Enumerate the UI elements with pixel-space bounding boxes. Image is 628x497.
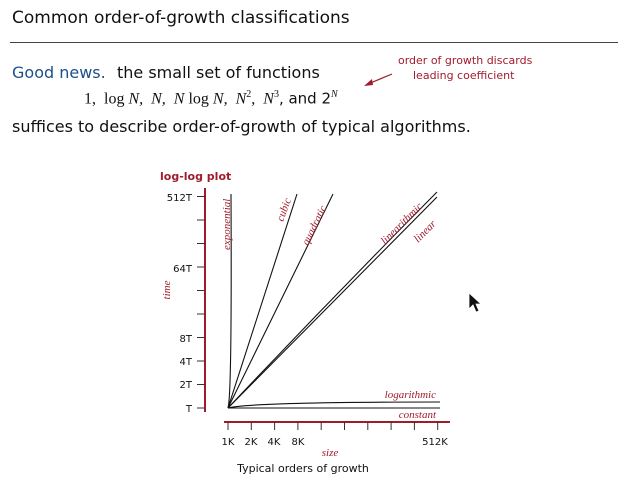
formula-part: log (104, 90, 125, 108)
curve (227, 401, 441, 409)
mouse-cursor (468, 292, 483, 313)
formula: 1, log N, N, N log N, N2, N3, and 2N (84, 89, 338, 108)
y-tick-label: 512T (167, 193, 193, 204)
curve (227, 191, 438, 409)
formula-part: N (263, 90, 274, 108)
formula-part: N, (151, 90, 166, 108)
formula-part: 1, (84, 90, 96, 108)
formula-part: , and 2 (278, 89, 332, 108)
arrow-head (364, 79, 373, 86)
y-tick-label: 2T (180, 380, 193, 391)
x-tick-label: 2K (245, 437, 258, 448)
formula-part: 3 (273, 89, 279, 100)
curve-label: linear (412, 218, 440, 246)
curve-label: exponential (221, 199, 233, 250)
annotation: order of growth discards (398, 54, 533, 67)
x-tick-label: 512K (422, 437, 448, 448)
curve (227, 193, 334, 409)
formula-part: N (331, 89, 338, 100)
y-tick-label: T (185, 404, 193, 415)
formula-part: N (235, 90, 247, 108)
x-label: size (322, 447, 339, 459)
caption: Typical orders of growth (236, 462, 369, 475)
curve-label: cubic (275, 196, 294, 223)
curve-label: logarithmic (385, 389, 436, 401)
formula-part: N (173, 90, 185, 108)
annotation: leading coefficient (413, 69, 515, 82)
formula-part: 2 (246, 89, 252, 100)
y-tick-label: 8T (180, 334, 193, 345)
slide-title: Common order-of-growth classifications (12, 8, 350, 28)
y-tick-label: 4T (180, 357, 193, 368)
y-tick-label: 64T (173, 264, 193, 275)
x-tick-label: 4K (268, 437, 281, 448)
formula-part: , (251, 90, 256, 108)
x-tick-label: 1K (222, 437, 235, 448)
plot-title: log-log plot (160, 170, 231, 183)
formula-part: log (188, 90, 209, 108)
curve (227, 193, 298, 409)
formula-part: N, (128, 90, 144, 108)
title-rule (10, 42, 618, 43)
curve (227, 193, 232, 409)
lead: Good news. (12, 63, 106, 82)
curve-label: constant (399, 409, 437, 421)
text-line: suffices to describe order-of-growth of … (12, 117, 471, 136)
formula-part: N, (212, 90, 228, 108)
y-label: time (161, 280, 173, 299)
curve (227, 196, 438, 409)
text-line: the small set of functions (117, 63, 320, 82)
x-tick-label: 8K (292, 437, 305, 448)
curve-label: quadratic (300, 204, 330, 248)
